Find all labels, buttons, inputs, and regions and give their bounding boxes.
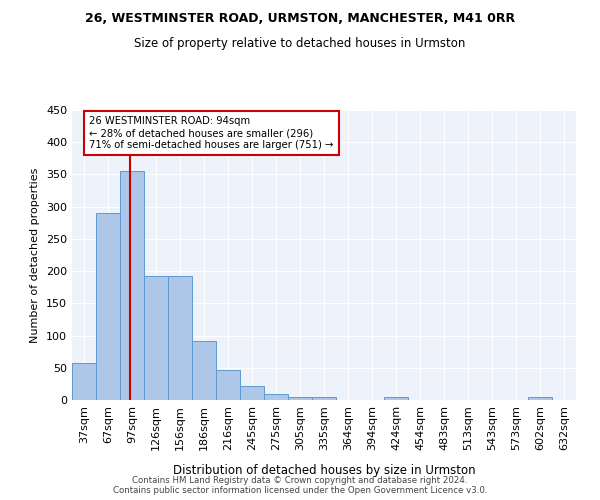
Bar xyxy=(216,370,240,400)
Bar xyxy=(312,397,336,400)
Bar xyxy=(192,342,216,400)
Bar xyxy=(168,276,192,400)
Bar xyxy=(96,213,120,400)
Text: 26, WESTMINSTER ROAD, URMSTON, MANCHESTER, M41 0RR: 26, WESTMINSTER ROAD, URMSTON, MANCHESTE… xyxy=(85,12,515,26)
Bar xyxy=(144,276,168,400)
Text: 26 WESTMINSTER ROAD: 94sqm
← 28% of detached houses are smaller (296)
71% of sem: 26 WESTMINSTER ROAD: 94sqm ← 28% of deta… xyxy=(89,116,334,150)
Text: Size of property relative to detached houses in Urmston: Size of property relative to detached ho… xyxy=(134,38,466,51)
Text: Contains HM Land Registry data © Crown copyright and database right 2024.
Contai: Contains HM Land Registry data © Crown c… xyxy=(113,476,487,495)
Bar xyxy=(384,397,408,400)
Bar xyxy=(288,397,312,400)
Bar xyxy=(264,394,288,400)
Bar xyxy=(240,386,264,400)
Y-axis label: Number of detached properties: Number of detached properties xyxy=(31,168,40,342)
Bar xyxy=(72,364,96,400)
Bar xyxy=(120,171,144,400)
X-axis label: Distribution of detached houses by size in Urmston: Distribution of detached houses by size … xyxy=(173,464,475,477)
Bar xyxy=(528,397,552,400)
